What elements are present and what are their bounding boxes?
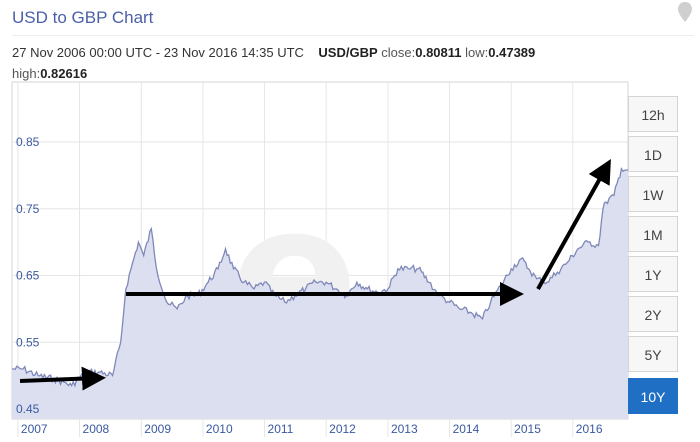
y-tick-label: 0.55 [16,335,40,349]
range-button-2y[interactable]: 2Y [628,296,678,332]
trend-arrow [536,159,611,290]
range-button-10y[interactable]: 10Y [628,378,678,414]
x-tick-label: 2010 [206,422,233,436]
date-range: 27 Nov 2006 00:00 UTC - 23 Nov 2016 14:3… [12,45,304,60]
y-tick-label: 0.65 [16,269,40,283]
trend-annotations [19,159,611,391]
header-divider [12,35,694,36]
x-axis: 2007 2008 2009 2010 2011 2012 2013 2014 2015 2016 [21,422,603,436]
range-button-1w[interactable]: 1W [628,176,678,212]
low-value: 0.47389 [488,45,536,60]
x-tick-label: 2016 [576,422,603,436]
x-tick-label: 2015 [514,422,541,436]
close-label: close: [381,45,416,60]
range-button-12h[interactable]: 12h [628,96,678,132]
low-label: low: [465,45,489,60]
x-tick-label: 2014 [453,422,480,436]
range-button-1y[interactable]: 1Y [628,256,678,292]
x-tick-label: 2008 [83,422,110,436]
x-tick-label: 2009 [144,422,171,436]
chart-subtitle: 27 Nov 2006 00:00 UTC - 23 Nov 2016 14:3… [12,42,612,84]
high-label: high: [12,66,41,81]
pin-icon[interactable] [675,0,695,24]
currency-pair: USD/GBP [318,45,378,60]
y-tick-label: 0.45 [16,402,40,416]
high-value: 0.82616 [40,66,88,81]
chart-title: USD to GBP Chart [12,8,154,27]
trend-arrow [19,366,106,391]
y-axis: 0.45 0.55 0.65 0.75 0.85 [16,135,40,416]
y-tick-label: 0.85 [16,135,40,149]
x-tick-label: 2011 [268,422,294,436]
series-line [12,167,628,388]
range-button-1d[interactable]: 1D [628,136,678,172]
y-tick-label: 0.75 [16,202,40,216]
range-button-5y[interactable]: 5Y [628,336,678,372]
x-tick-label: 2007 [21,422,48,436]
x-tick-label: 2013 [391,422,418,436]
range-button-1m[interactable]: 1M [628,216,678,252]
close-value: 0.80811 [415,45,462,60]
x-tick-label: 2012 [329,422,356,436]
